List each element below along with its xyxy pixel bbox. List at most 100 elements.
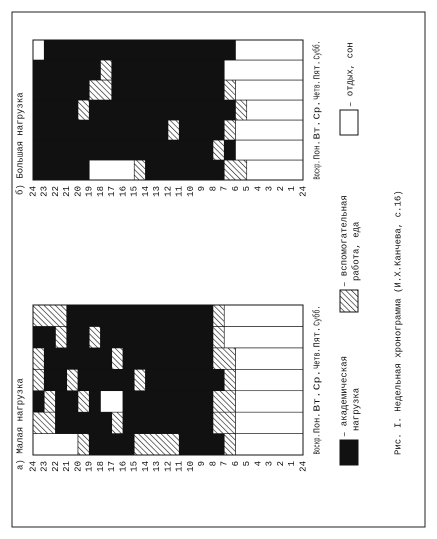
- activity-block: [133, 433, 180, 456]
- activity-block: [235, 433, 304, 456]
- hour-label: 5: [242, 461, 252, 466]
- legend-swatch-white: [339, 109, 359, 136]
- hour-label: 4: [253, 461, 263, 466]
- activity-block: [43, 390, 56, 413]
- hour-label: 8: [208, 461, 218, 466]
- hour-label: 5: [242, 186, 252, 191]
- hour-label: 20: [73, 186, 83, 197]
- activity-block: [167, 119, 180, 141]
- hour-label: 19: [85, 186, 95, 197]
- activity-block: [66, 368, 79, 392]
- activity-block: [111, 347, 124, 370]
- hour-label: 1: [287, 186, 297, 191]
- activity-block: [55, 411, 113, 434]
- activity-block: [223, 304, 304, 327]
- day-label: Ср.: [312, 370, 322, 390]
- activity-block: [77, 433, 90, 456]
- day-label: Воскр.: [312, 161, 322, 180]
- hour-label: 16: [118, 186, 128, 197]
- activity-block: [212, 347, 236, 370]
- activity-block: [223, 79, 236, 101]
- chart-title: а) Малая нагрузка: [15, 378, 25, 470]
- activity-block: [32, 139, 214, 161]
- activity-block: [235, 119, 304, 141]
- activity-block: [235, 411, 304, 434]
- activity-block: [43, 368, 68, 392]
- legend-label: – отдых, сон: [345, 42, 355, 107]
- legend-swatch-black: [339, 439, 359, 466]
- activity-block: [246, 159, 304, 181]
- activity-block: [235, 139, 304, 161]
- activity-block: [32, 326, 56, 349]
- activity-block: [43, 347, 113, 370]
- hour-label: 15: [130, 461, 140, 472]
- activity-block: [32, 39, 45, 61]
- hour-label: 7: [220, 461, 230, 466]
- hour-label: 22: [51, 186, 61, 197]
- activity-block: [32, 368, 45, 392]
- legend-label: нагрузка: [351, 387, 361, 431]
- hour-label: 2: [276, 186, 286, 191]
- activity-block: [100, 326, 214, 349]
- page-border: [11, 11, 426, 528]
- legend-label: – академическая: [339, 356, 349, 437]
- activity-block: [66, 326, 90, 349]
- activity-block: [223, 159, 248, 181]
- activity-block: [32, 159, 90, 181]
- activity-block: [88, 159, 135, 181]
- activity-block: [235, 390, 304, 413]
- activity-block: [212, 411, 236, 434]
- activity-block: [111, 411, 124, 434]
- hour-label: 17: [107, 461, 117, 472]
- hour-label: 11: [175, 461, 185, 472]
- activity-block: [55, 390, 79, 413]
- chart-frame: [32, 304, 304, 456]
- day-label: Пят.: [312, 61, 322, 80]
- day-label: Воскр.: [312, 434, 322, 454]
- activity-block: [122, 411, 214, 434]
- activity-block: [212, 390, 236, 413]
- activity-block: [100, 390, 124, 413]
- figure-caption: Рис. I. Недельная хронограмма (И.Х.Канче…: [393, 190, 403, 455]
- hour-label: 20: [73, 461, 83, 472]
- hour-label: 9: [197, 186, 207, 191]
- activity-block: [223, 433, 236, 456]
- hour-label: 3: [265, 186, 275, 191]
- day-label: Пон.: [312, 413, 322, 433]
- activity-block: [223, 59, 304, 81]
- hour-label: 15: [130, 186, 140, 197]
- hour-label: 23: [40, 461, 50, 472]
- activity-block: [77, 390, 90, 413]
- activity-block: [77, 368, 135, 392]
- chart-title: б) Большая нагрузка: [15, 92, 25, 195]
- activity-block: [32, 59, 101, 81]
- activity-block: [88, 390, 101, 413]
- day-label: Пят.: [312, 327, 322, 347]
- activity-block: [212, 304, 225, 327]
- hour-label: 21: [62, 186, 72, 197]
- legend-swatch-hatched: [339, 289, 359, 313]
- legend-label: – вспомогательная: [339, 195, 349, 287]
- day-label: Ср.: [312, 101, 322, 120]
- day-label: Субб.: [312, 41, 322, 60]
- activity-block: [111, 79, 225, 101]
- hour-label: 24: [298, 186, 308, 197]
- hour-label: 24: [28, 186, 38, 197]
- hour-label: 8: [208, 186, 218, 191]
- activity-block: [32, 390, 45, 413]
- hour-label: 21: [62, 461, 72, 472]
- activity-block: [111, 59, 225, 81]
- activity-block: [223, 326, 304, 349]
- hour-label: 6: [231, 186, 241, 191]
- activity-block: [235, 79, 304, 101]
- day-label: Субб.: [312, 306, 322, 326]
- activity-block: [145, 159, 225, 181]
- activity-block: [122, 347, 214, 370]
- day-label: Четв.: [312, 348, 322, 368]
- activity-block: [212, 139, 225, 161]
- hour-label: 6: [231, 461, 241, 466]
- hour-label: 17: [107, 186, 117, 197]
- chart-frame: [32, 39, 304, 181]
- hour-label: 13: [152, 186, 162, 197]
